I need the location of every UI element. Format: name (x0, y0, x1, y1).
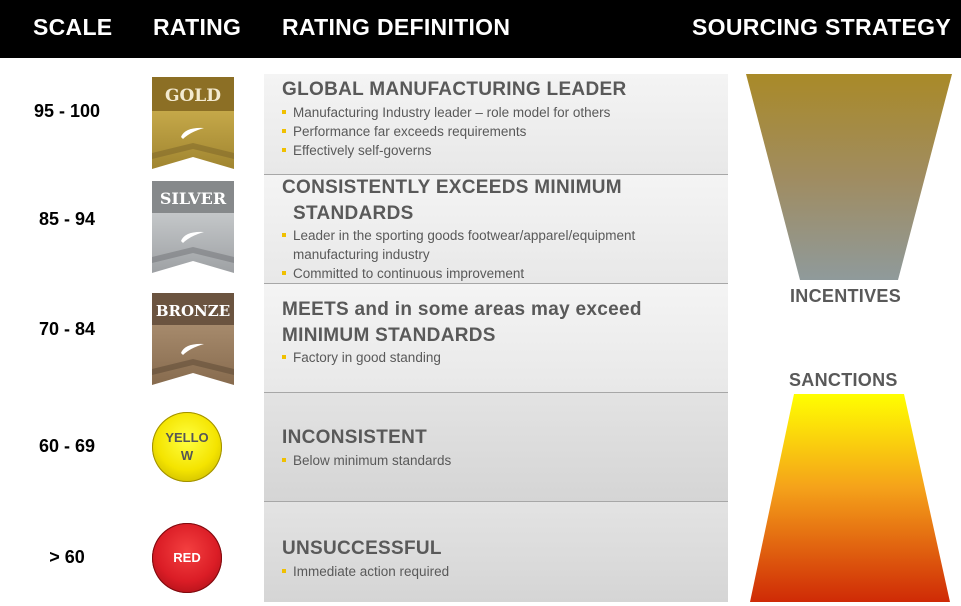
definition-bullets-yellow: Below minimum standards (282, 451, 698, 470)
definition-bullets-silver: Leader in the sporting goods footwear/ap… (282, 226, 698, 283)
list-item: Factory in good standing (282, 348, 698, 367)
definition-title-bronze-line2: MINIMUM STANDARDS (282, 325, 496, 346)
red-rating-circle: RED (152, 523, 222, 593)
list-item: Effectively self-governs (282, 141, 698, 160)
header-sourcing-strategy: SOURCING STRATEGY (692, 14, 951, 40)
list-item: Below minimum standards (282, 451, 698, 470)
definition-panel-bronze: MEETS and in some areas may exceed MINIM… (264, 284, 728, 393)
definition-panel-silver: CONSISTENTLY EXCEEDS MINIMUM STANDARDS L… (264, 175, 728, 284)
red-rating-label: RED (173, 550, 201, 565)
definition-title-silver-line1: CONSISTENTLY EXCEEDS MINIMUM (282, 177, 622, 198)
scale-yellow: 60 - 69 (38, 436, 96, 456)
list-item: Performance far exceeds requirements (282, 122, 698, 141)
gold-rating-label: GOLD (165, 86, 221, 106)
sanctions-trapezoid (750, 394, 950, 602)
definition-bullets-bronze: Factory in good standing (282, 348, 698, 367)
sanctions-label: SANCTIONS (789, 370, 898, 390)
definition-title-gold: GLOBAL MANUFACTURING LEADER (282, 79, 627, 100)
definition-panel-yellow: INCONSISTENT Below minimum standards (264, 393, 728, 502)
yellow-rating-circle: YELLOW (152, 412, 222, 482)
scale-bronze: 70 - 84 (38, 319, 96, 339)
swoosh-icon (181, 343, 204, 355)
header-rating: RATING (153, 14, 242, 40)
definition-panel-red: UNSUCCESSFUL Immediate action required (264, 502, 728, 602)
definition-panel-gold: GLOBAL MANUFACTURING LEADER Manufacturin… (264, 74, 728, 175)
list-item: Leader in the sporting goods footwear/ap… (282, 226, 698, 264)
definition-title-bronze: MEETS and in some areas may exceed MINIM… (282, 297, 718, 349)
yellow-rating-label: YELLOW (165, 430, 209, 463)
incentives-funnel (746, 74, 952, 280)
scale-silver: 85 - 94 (38, 209, 96, 229)
incentives-label: INCENTIVES (790, 286, 902, 306)
list-item: Immediate action required (282, 562, 698, 581)
silver-rating-badge: SILVER (152, 181, 234, 273)
swoosh-icon (181, 231, 204, 243)
definition-bullets-gold: Manufacturing Industry leader – role mod… (282, 103, 698, 160)
list-item: Manufacturing Industry leader – role mod… (282, 103, 698, 122)
bronze-rating-label: BRONZE (156, 302, 230, 320)
header-bar: SCALE RATING RATING DEFINITION SOURCING … (0, 0, 961, 58)
definition-title-silver: CONSISTENTLY EXCEEDS MINIMUM STANDARDS (282, 175, 718, 227)
bronze-rating-badge: BRONZE (152, 293, 234, 385)
definition-title-silver-line2: STANDARDS (293, 203, 414, 224)
header-scale: SCALE (33, 14, 113, 40)
swoosh-icon (181, 127, 204, 139)
silver-rating-label: SILVER (160, 189, 227, 208)
definition-bullets-red: Immediate action required (282, 562, 698, 581)
definition-title-yellow: INCONSISTENT (282, 427, 428, 448)
definition-title-red: UNSUCCESSFUL (282, 538, 442, 559)
header-rating-definition: RATING DEFINITION (282, 14, 511, 40)
scale-gold: 95 - 100 (33, 101, 101, 121)
scale-red: > 60 (49, 547, 85, 567)
list-item: Committed to continuous improvement (282, 264, 698, 283)
gold-rating-badge: GOLD (152, 77, 234, 169)
definition-title-bronze-line1: MEETS and in some areas may exceed (282, 299, 642, 320)
